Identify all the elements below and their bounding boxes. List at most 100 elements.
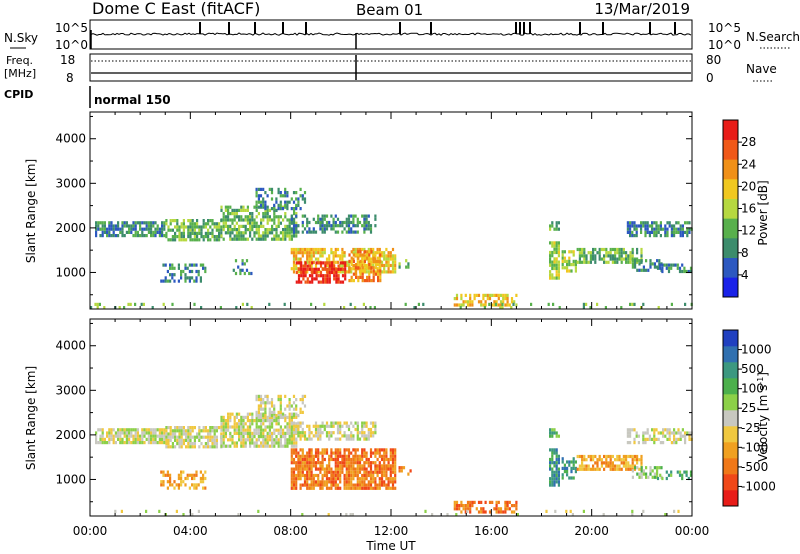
heatmap-cell xyxy=(620,458,623,462)
heatmap-cell xyxy=(108,224,111,228)
heatmap-cell xyxy=(273,431,276,435)
heatmap-cell xyxy=(308,280,312,284)
heatmap-cell xyxy=(387,254,390,258)
heatmap-cell xyxy=(642,469,645,473)
heatmap-cell xyxy=(295,197,298,201)
heatmap-cell xyxy=(646,437,649,441)
heatmap-cell xyxy=(359,250,362,254)
heatmap-cell xyxy=(273,438,276,442)
heatmap-cell xyxy=(293,441,296,445)
heatmap-cell xyxy=(363,227,366,231)
heatmap-cell xyxy=(585,257,588,261)
heatmap-cell xyxy=(499,510,503,514)
heatmap-cell xyxy=(350,250,353,254)
heatmap-cell xyxy=(264,200,267,204)
colorbar-tick-label-12: 12 xyxy=(741,224,756,238)
heatmap-cell xyxy=(323,467,326,471)
heatmap-cell xyxy=(207,432,210,436)
heatmap-cell xyxy=(262,415,265,419)
heatmap-cell xyxy=(202,473,205,477)
heatmap-cell xyxy=(598,467,601,471)
heatmap-cell xyxy=(604,306,607,310)
heatmap-cell xyxy=(209,438,212,442)
heatmap-cell xyxy=(161,224,164,228)
heatmap-cell xyxy=(262,419,265,423)
heatmap-cell xyxy=(191,483,194,487)
heatmap-cell xyxy=(187,225,190,229)
heatmap-cell xyxy=(143,234,146,238)
heatmap-cell xyxy=(150,434,153,438)
heatmap-cell xyxy=(151,306,154,310)
heatmap-cell xyxy=(290,267,293,271)
heatmap-cell xyxy=(112,224,115,228)
heatmap-cell xyxy=(368,279,371,283)
heatmap-cell xyxy=(330,483,333,487)
heatmap-cell xyxy=(150,441,153,445)
heatmap-cell xyxy=(235,208,238,212)
heatmap-cell xyxy=(341,467,344,471)
heatmap-cell xyxy=(345,448,348,452)
heatmap-cell xyxy=(308,461,311,465)
heatmap-cell xyxy=(600,458,603,462)
heatmap-cell xyxy=(209,429,212,433)
heatmap-cell xyxy=(257,404,260,408)
heatmap-cell xyxy=(600,461,603,465)
heatmap-cell xyxy=(145,431,148,435)
heatmap-cell xyxy=(499,293,503,297)
heatmap-cell xyxy=(99,227,102,231)
heatmap-cell xyxy=(679,224,682,228)
heatmap-cell xyxy=(563,256,566,260)
heatmap-cell xyxy=(218,426,221,430)
heatmap-cell xyxy=(295,422,298,426)
heatmap-cell xyxy=(262,441,265,445)
heatmap-cell xyxy=(279,203,282,207)
heatmap-cell xyxy=(171,219,174,223)
heatmap-cell xyxy=(262,237,265,241)
heatmap-cell xyxy=(563,463,566,467)
heatmap-cell xyxy=(549,270,552,274)
heatmap-cell xyxy=(266,401,269,405)
heatmap-cell xyxy=(204,470,207,474)
heatmap-cell xyxy=(589,467,592,471)
heatmap-cell xyxy=(504,504,507,508)
heatmap-cell xyxy=(110,221,113,225)
heatmap-cell xyxy=(358,480,362,484)
heatmap-cell xyxy=(607,251,610,255)
heatmap-cell xyxy=(315,267,318,271)
heatmap-cell xyxy=(147,431,150,435)
heatmap-cell xyxy=(189,225,192,229)
heatmap-cell xyxy=(222,221,225,225)
heatmap-cell xyxy=(453,297,456,301)
heatmap-cell xyxy=(319,261,323,265)
heatmap-cell xyxy=(233,234,236,238)
heatmap-cell xyxy=(300,267,303,271)
heatmap-cell xyxy=(357,253,360,257)
heatmap-cell xyxy=(255,414,258,418)
heatmap-cell xyxy=(275,435,278,439)
heatmap-cell xyxy=(583,247,586,252)
colorbar-segment-4 xyxy=(723,198,738,219)
heatmap-cell xyxy=(642,472,645,476)
heatmap-cell xyxy=(301,230,304,234)
heatmap-cell xyxy=(163,221,166,225)
heatmap-cell xyxy=(290,251,293,255)
heatmap-cell xyxy=(325,431,329,435)
heatmap-cell xyxy=(169,429,172,433)
heatmap-cell xyxy=(312,464,315,468)
heatmap-cell xyxy=(515,504,518,508)
heatmap-cell xyxy=(108,234,111,238)
heatmap-cell xyxy=(557,473,560,478)
heatmap-cell xyxy=(607,260,610,264)
heatmap-cell xyxy=(185,225,188,229)
heatmap-cell xyxy=(367,457,370,462)
heatmap-cell xyxy=(673,230,676,234)
heatmap-cell xyxy=(193,483,196,487)
heatmap-cell xyxy=(557,454,560,458)
heatmap-cell xyxy=(334,483,337,487)
heatmap-cell xyxy=(385,257,388,261)
heatmap-cell xyxy=(167,435,170,439)
heatmap-cell xyxy=(299,407,302,411)
heatmap-cell xyxy=(679,227,682,231)
heatmap-cell xyxy=(145,221,148,225)
heatmap-cell xyxy=(180,222,183,226)
